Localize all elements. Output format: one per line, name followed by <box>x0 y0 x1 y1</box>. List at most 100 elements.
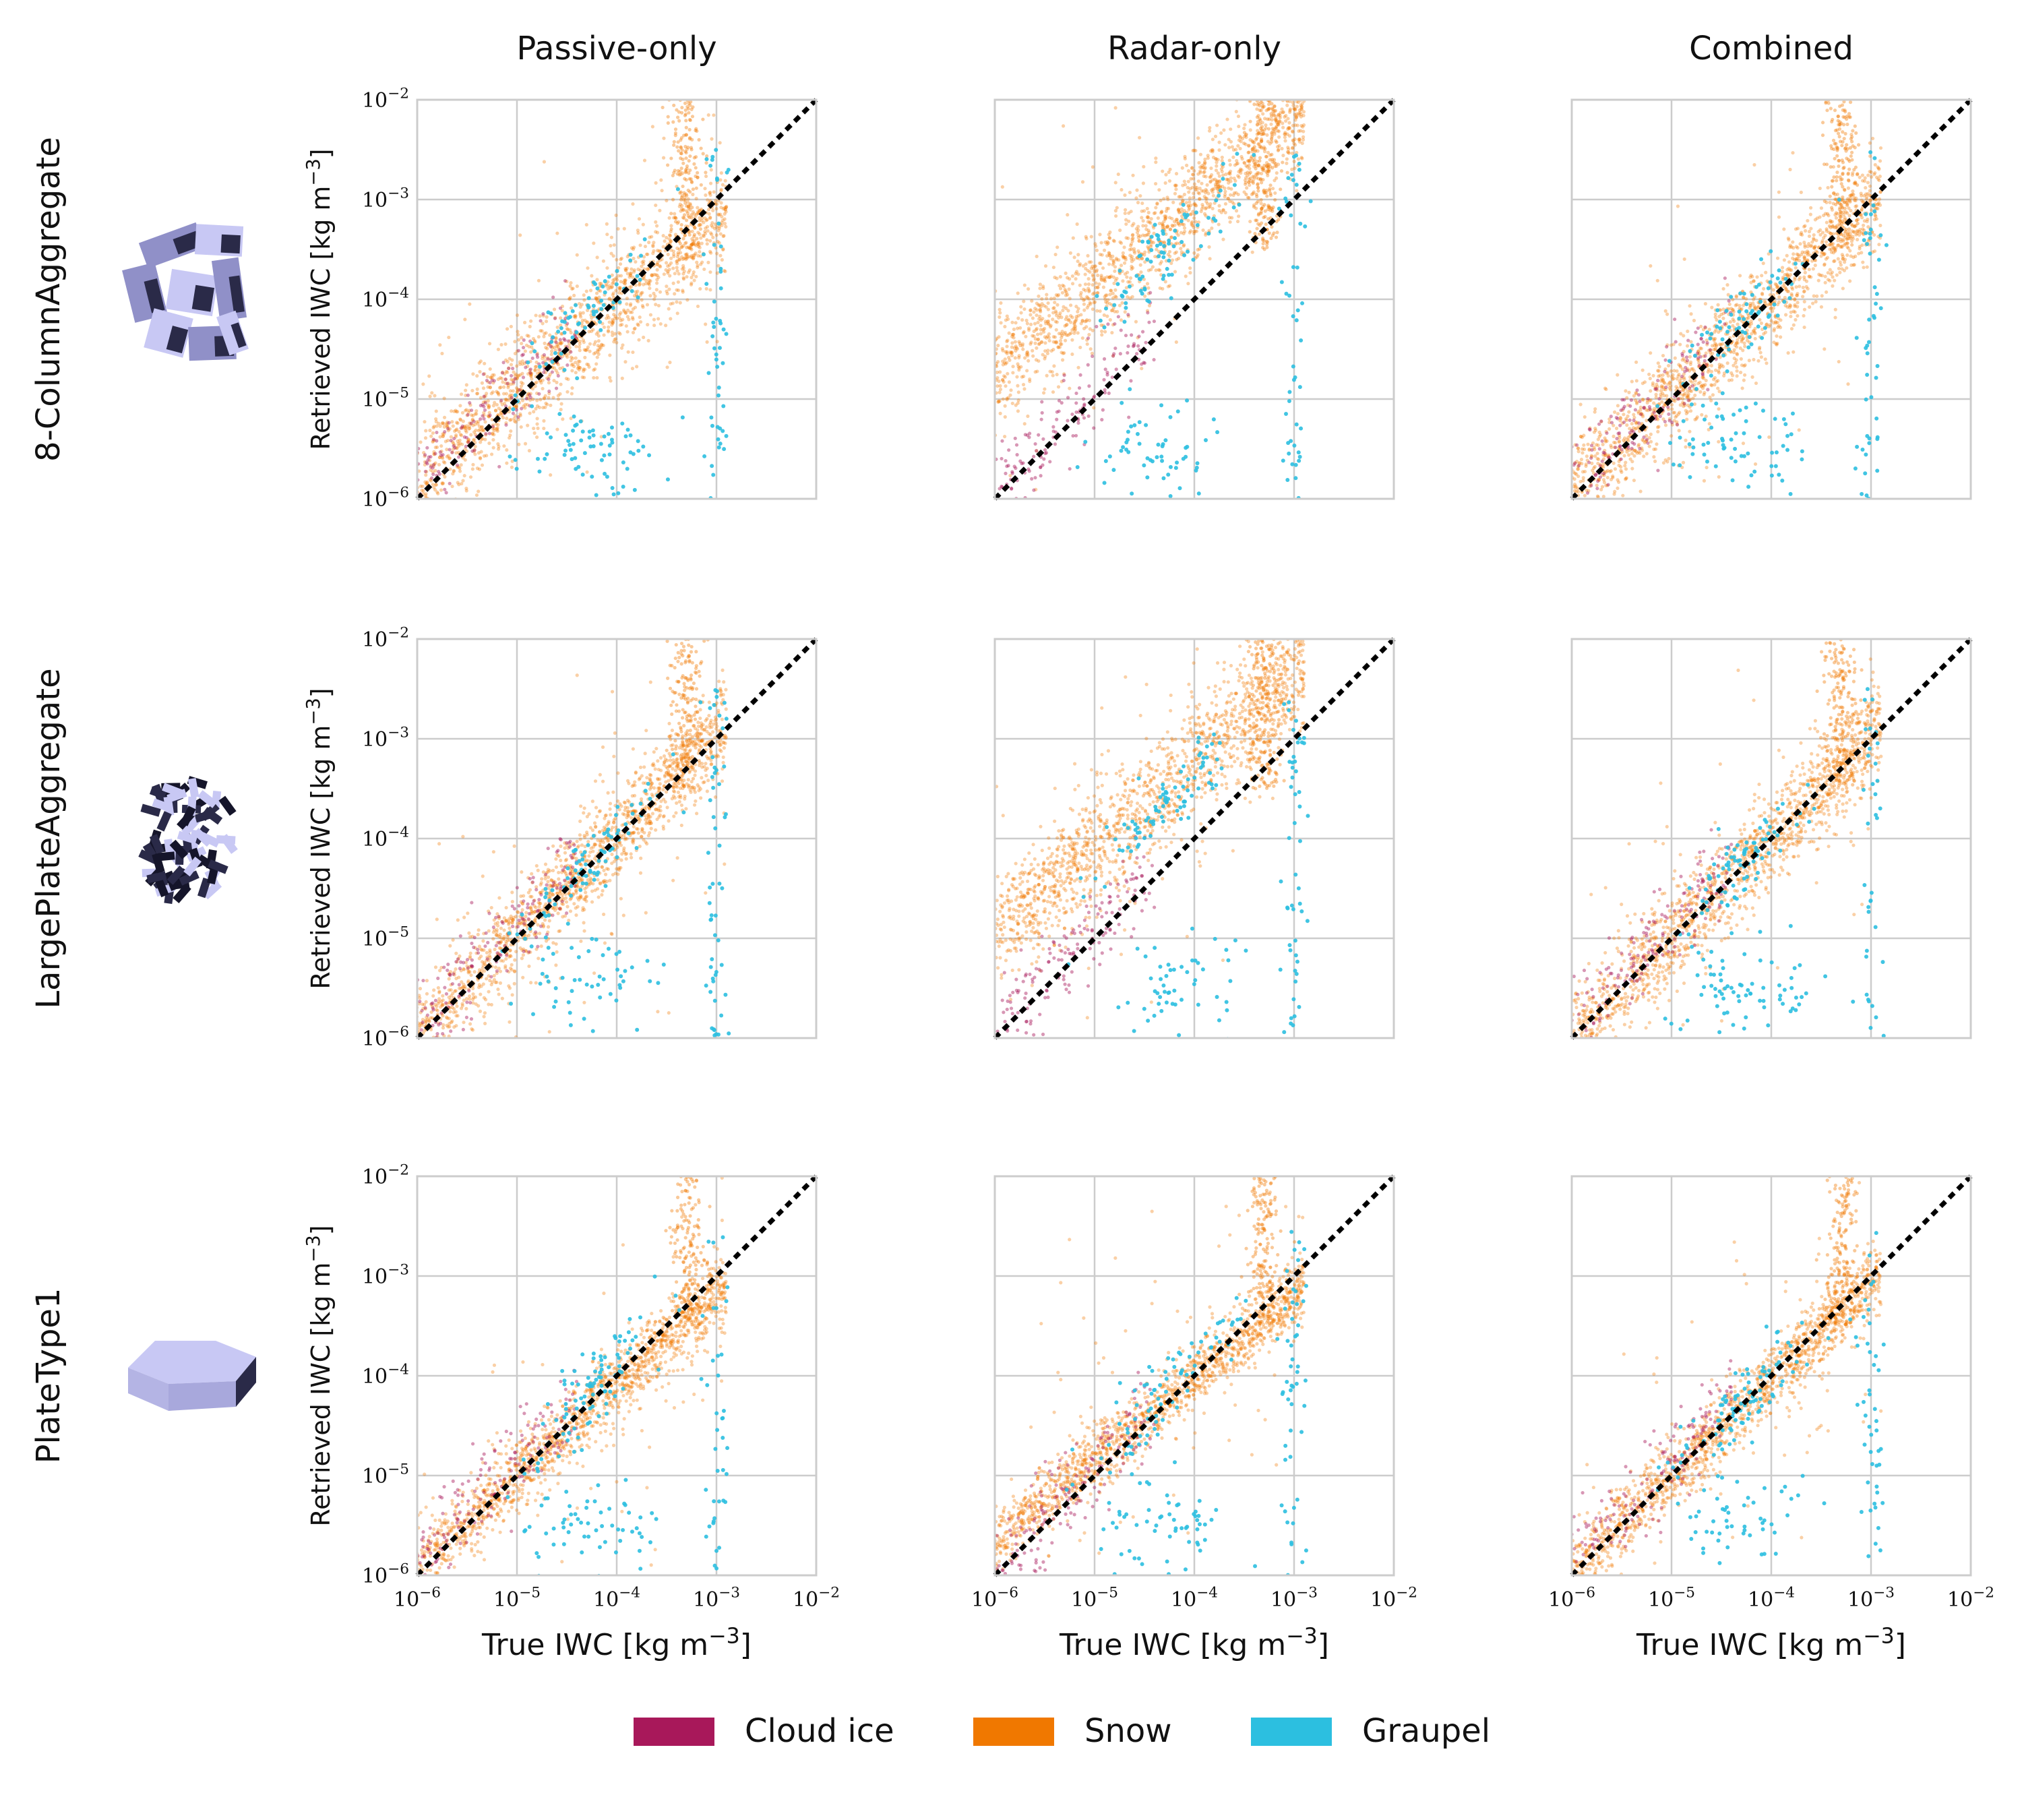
graupel-point <box>1112 303 1117 307</box>
graupel-point <box>570 309 575 313</box>
snow-point <box>483 361 487 365</box>
snow-point <box>702 267 706 272</box>
one-to-one-line <box>993 98 1396 501</box>
snow-point <box>1795 258 1799 262</box>
snow-point <box>503 401 507 406</box>
snow-point <box>1714 328 1718 332</box>
snow-point <box>1277 135 1281 139</box>
snow-point <box>1829 226 1833 230</box>
snow-point <box>1225 117 1229 121</box>
snow-point <box>634 293 639 297</box>
snow-point <box>614 289 618 293</box>
snow-point <box>558 392 562 396</box>
snow-point <box>1617 440 1621 444</box>
snow-point <box>1585 504 1589 508</box>
snow-point <box>1581 470 1585 474</box>
snow-point <box>1046 322 1050 326</box>
snow-point <box>623 279 627 283</box>
snow-point <box>1814 249 1818 253</box>
snow-point <box>1124 236 1128 240</box>
snow-point <box>1667 381 1672 385</box>
snow-point <box>568 349 572 353</box>
snow-point <box>1287 125 1291 130</box>
snow-point <box>1123 272 1128 276</box>
row-label-1: LargePlateAggregate <box>30 668 67 1008</box>
snow-point <box>1086 253 1090 258</box>
snow-point <box>1086 277 1091 281</box>
snow-point <box>1022 374 1026 378</box>
snow-point <box>1745 316 1749 321</box>
snow-point <box>1046 301 1050 305</box>
snow-point <box>686 245 691 249</box>
snow-point <box>1058 339 1063 343</box>
snow-point <box>701 117 705 121</box>
graupel-point <box>1177 486 1182 491</box>
snow-point <box>1302 15 1306 18</box>
snow-point <box>1051 335 1055 339</box>
snow-point <box>1143 294 1147 299</box>
snow-point <box>541 313 545 318</box>
snow-point <box>1082 308 1086 312</box>
snow-point <box>1100 253 1104 257</box>
graupel-point <box>611 492 616 497</box>
snow-point <box>1806 286 1810 291</box>
graupel-point <box>714 352 718 357</box>
snow-point <box>654 288 658 292</box>
snow-point <box>697 223 701 228</box>
snow-point <box>668 233 673 238</box>
snow-point <box>1708 395 1712 399</box>
snow-point <box>472 448 477 452</box>
snow-point <box>1057 332 1062 336</box>
snow-point <box>681 266 685 270</box>
cloud-ice-point <box>1105 370 1109 375</box>
cloud-ice-point <box>524 396 528 401</box>
snow-point <box>681 243 685 248</box>
snow-point <box>1192 216 1196 220</box>
snow-point <box>686 197 690 201</box>
snow-point <box>638 293 643 297</box>
snow-point <box>685 298 690 302</box>
snow-point <box>483 372 487 376</box>
snow-point <box>1154 160 1158 164</box>
snow-point <box>1128 190 1132 195</box>
graupel-point <box>602 453 607 458</box>
graupel-point <box>718 319 723 324</box>
graupel-point <box>1165 266 1169 271</box>
snow-point <box>1285 161 1289 165</box>
snow-point <box>479 425 483 429</box>
snow-point <box>552 307 557 311</box>
cloud-ice-point <box>1027 467 1031 471</box>
snow-point <box>1794 257 1798 261</box>
snow-point <box>578 313 582 317</box>
snow-point <box>475 392 480 396</box>
snow-point <box>1094 281 1098 285</box>
graupel-point <box>1142 286 1147 291</box>
snow-point <box>1090 351 1094 355</box>
snow-point <box>574 356 578 360</box>
snow-point <box>463 447 467 451</box>
snow-point <box>611 333 615 338</box>
snow-point <box>1102 278 1106 282</box>
snow-point <box>1688 384 1692 389</box>
snow-point <box>983 407 987 411</box>
snow-point <box>1834 246 1838 250</box>
snow-point <box>1682 257 1686 262</box>
snow-point <box>1843 216 1847 220</box>
cloud-ice-point <box>516 415 520 419</box>
snow-point <box>645 267 650 271</box>
snow-point <box>1624 418 1628 423</box>
snow-point <box>544 346 548 350</box>
snow-point <box>630 310 634 314</box>
snow-point <box>1062 351 1066 355</box>
snow-point <box>696 253 700 258</box>
snow-point <box>547 342 551 346</box>
snow-point <box>1162 220 1166 224</box>
snow-point <box>683 198 687 202</box>
snow-point <box>1054 311 1058 315</box>
snow-point <box>1295 104 1299 109</box>
snow-point <box>1142 164 1146 169</box>
snow-point <box>480 381 484 385</box>
snow-point <box>1767 435 1771 439</box>
graupel-point <box>1161 276 1165 281</box>
snow-point <box>556 363 561 367</box>
